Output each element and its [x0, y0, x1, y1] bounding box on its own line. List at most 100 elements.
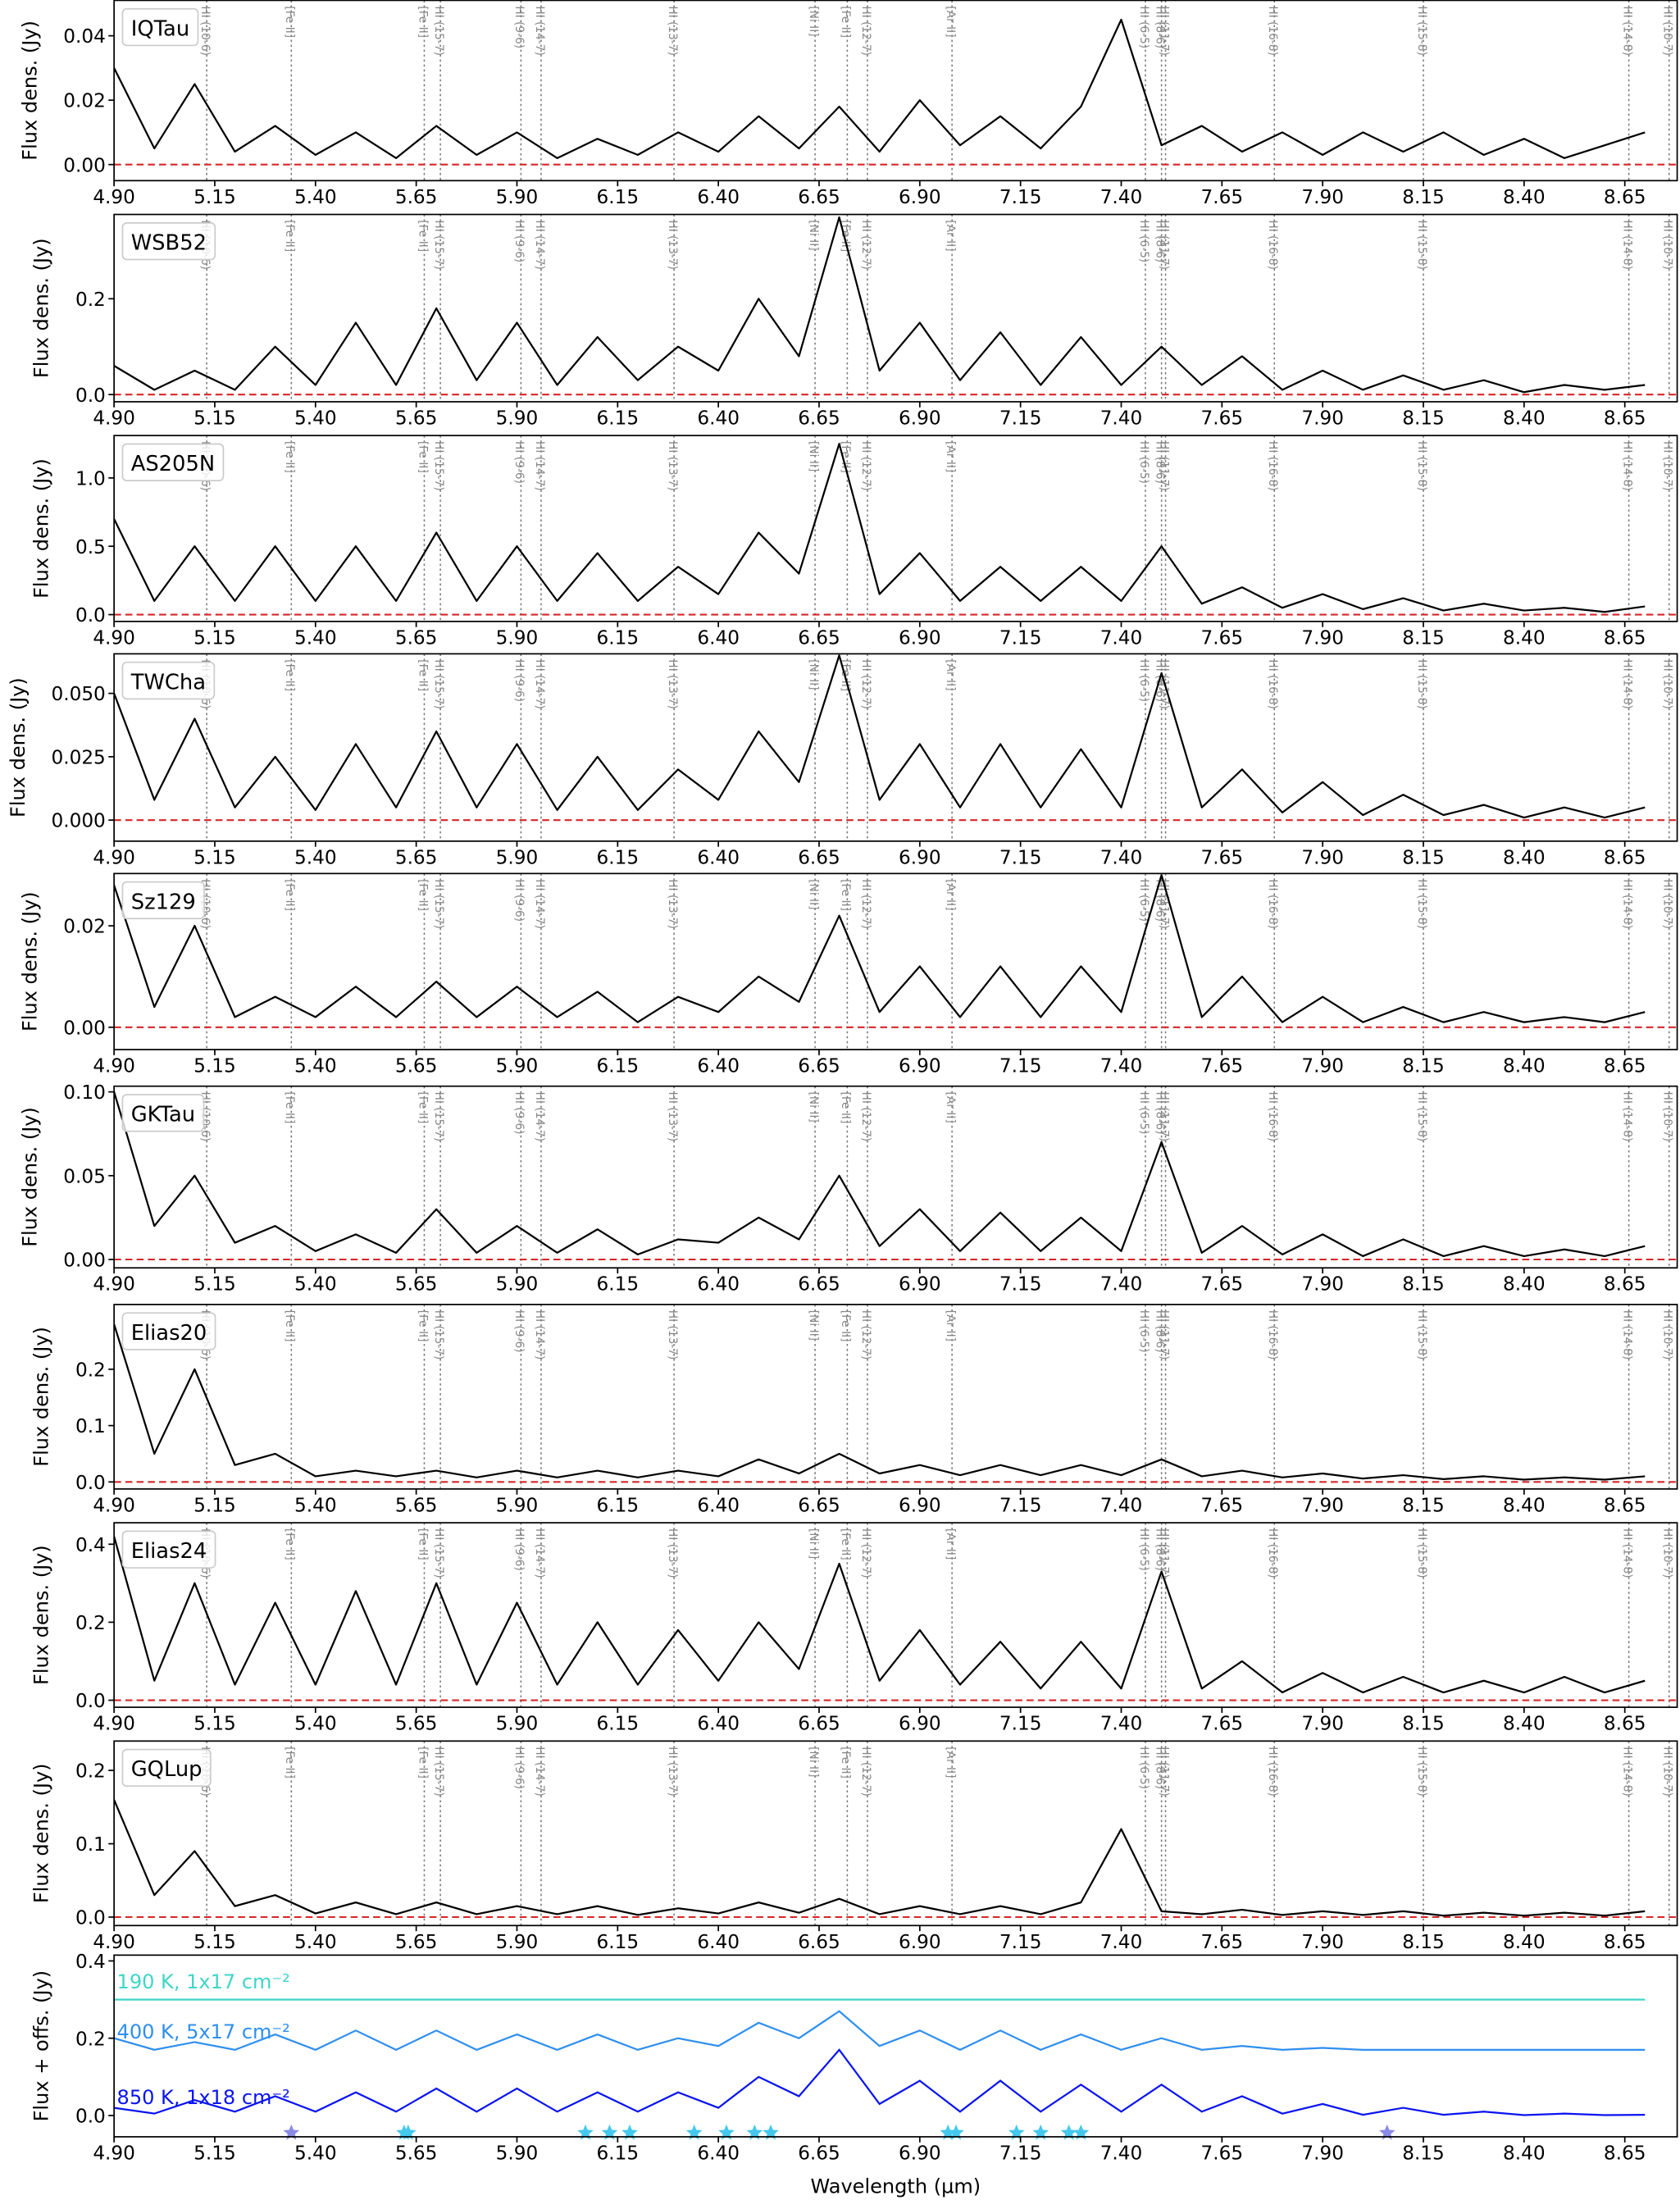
x-tick-label: 8.40 [1503, 1713, 1546, 1735]
line-id-label: HI (14-7) [533, 879, 546, 929]
x-tick-label: 6.65 [798, 186, 840, 208]
x-tick-label: 7.15 [999, 1931, 1042, 1953]
line-id-label: HI (8-6) [1153, 220, 1166, 262]
legend-label: 190 K, 1x17 cm⁻² [117, 1970, 290, 1993]
x-tick-label: 5.40 [294, 1713, 337, 1735]
y-tick-label: 0.4 [75, 1951, 106, 1973]
x-tick-label: 8.65 [1604, 1713, 1646, 1735]
line-id-label: [Ar II] [944, 659, 957, 690]
line-id-label: [Fe II] [839, 6, 852, 38]
panel-label: IQTau [131, 16, 189, 41]
line-id-label: HI (12-7) [859, 659, 872, 709]
x-tick-label: 7.40 [1100, 846, 1143, 868]
x-tick-label: 5.15 [193, 846, 236, 868]
y-tick-label: 0.000 [51, 810, 105, 832]
y-tick-label: 1.0 [75, 467, 106, 490]
line-id-label: HI (15-8) [1415, 1528, 1428, 1578]
molecule-marker [1072, 2124, 1090, 2140]
x-tick-label: 5.90 [496, 1494, 539, 1516]
line-id-label: HI (6-5) [1137, 659, 1150, 702]
x-tick-label: 7.40 [1100, 1713, 1143, 1735]
x-tick-label: 5.90 [496, 1931, 539, 1953]
line-id-label: HI (16-8) [1266, 879, 1279, 929]
line-id-label: HI (10-7) [1661, 879, 1674, 929]
x-tick-label: 5.40 [294, 846, 337, 868]
y-axis-label: Flux dens. (Jy) [18, 1107, 41, 1247]
x-tick-label: 6.40 [697, 186, 740, 208]
x-tick-label: 8.65 [1604, 1494, 1646, 1516]
line-id-label: HI (11-7) [1157, 1528, 1170, 1578]
line-id-label: [Fe II] [416, 1528, 429, 1560]
x-tick-label: 5.65 [395, 1494, 438, 1516]
x-tick-label: 5.65 [395, 626, 438, 649]
x-tick-label: 6.65 [798, 626, 840, 649]
x-tick-label: 8.40 [1503, 1273, 1546, 1296]
x-tick-label: 7.65 [1201, 1713, 1244, 1735]
x-tick-label: 7.65 [1201, 186, 1244, 208]
panel-plot: HI (10-6)[Fe II][Fe II]HI (15-7)HI (9-6)… [114, 1086, 1678, 1268]
line-id-label: HI (14-7) [533, 1747, 546, 1797]
line-id-label: [Fe II] [283, 1092, 296, 1124]
y-axis-label: Flux + offs. (Jy) [30, 1970, 53, 2121]
line-id-label: HI (12-7) [859, 1747, 872, 1797]
molecule-marker [601, 2124, 618, 2140]
x-tick-label: 7.40 [1100, 1494, 1143, 1516]
line-id-label: HI (15-7) [432, 1528, 445, 1578]
x-tick-label: 4.90 [93, 407, 135, 429]
x-tick-label: 6.90 [899, 1054, 941, 1077]
panel-plot [114, 1998, 1646, 2116]
x-tick-label: 7.90 [1301, 626, 1344, 649]
x-tick-label: 6.40 [697, 407, 740, 429]
x-tick-label: 6.90 [899, 846, 941, 868]
line-id-label: HI (10-7) [1661, 6, 1674, 56]
line-id-label: HI (13-7) [666, 1528, 679, 1578]
x-tick-label: 7.15 [999, 186, 1042, 208]
line-id-label: [Fe II] [283, 441, 296, 473]
panel-plot: HI (10-6)[Fe II][Fe II]HI (15-7)HI (9-6)… [114, 214, 1678, 402]
x-tick-label: 5.15 [193, 407, 236, 429]
spectrum-line [114, 1799, 1646, 1917]
line-id-label: HI (16-8) [1266, 441, 1279, 491]
x-tick-label: 6.15 [597, 186, 640, 208]
x-tick-label: 6.15 [597, 846, 640, 868]
molecule-marker [1008, 2124, 1025, 2140]
panel-plot: HI (10-6)[Fe II][Fe II]HI (15-7)HI (9-6)… [114, 1304, 1678, 1489]
line-id-label: HI (12-7) [859, 1528, 872, 1578]
line-id-label: [Ni II] [807, 1528, 820, 1559]
x-tick-label: 7.65 [1201, 846, 1244, 868]
x-tick-label: 7.15 [999, 2142, 1042, 2164]
line-id-label: HI (11-7) [1157, 1747, 1170, 1797]
x-tick-label: 5.15 [193, 1494, 236, 1516]
x-tick-label: 6.90 [899, 186, 941, 208]
line-id-label: [Fe II] [839, 879, 852, 911]
line-id-label: [Fe II] [283, 1310, 296, 1342]
panel-label: Elias24 [131, 1539, 207, 1564]
line-id-label: HI (11-7) [1157, 1310, 1170, 1360]
x-tick-label: 5.40 [294, 407, 337, 429]
line-id-label: HI (15-7) [432, 441, 445, 491]
x-tick-label: 8.15 [1402, 407, 1445, 429]
x-tick-label: 6.65 [798, 1273, 840, 1296]
x-tick-label: 7.65 [1201, 407, 1244, 429]
panel-label: TWCha [130, 670, 206, 695]
line-id-label: HI (12-7) [859, 220, 872, 270]
spectrum-line [114, 443, 1646, 613]
x-tick-label: 6.40 [697, 1713, 740, 1735]
y-tick-label: 0.0 [75, 1472, 106, 1494]
x-tick-label: 6.15 [597, 1713, 640, 1735]
x-tick-label: 8.65 [1604, 407, 1646, 429]
y-tick-label: 0.0 [75, 1690, 106, 1712]
panel-label: WSB52 [131, 230, 207, 255]
x-tick-label: 6.65 [798, 407, 840, 429]
line-id-label: HI (10-7) [1661, 1092, 1674, 1142]
x-tick-label: 5.90 [496, 1054, 539, 1077]
molecule-marker [283, 2124, 300, 2140]
line-id-label: HI (10-7) [1661, 1747, 1674, 1797]
x-tick-label: 7.90 [1301, 1273, 1344, 1296]
x-tick-label: 8.15 [1402, 1713, 1445, 1735]
line-id-label: HI (16-8) [1266, 220, 1279, 270]
line-id-label: HI (12-7) [859, 879, 872, 929]
x-tick-label: 6.65 [798, 1054, 840, 1077]
molecule-marker [577, 2124, 594, 2140]
x-tick-label: 7.65 [1201, 1054, 1244, 1077]
